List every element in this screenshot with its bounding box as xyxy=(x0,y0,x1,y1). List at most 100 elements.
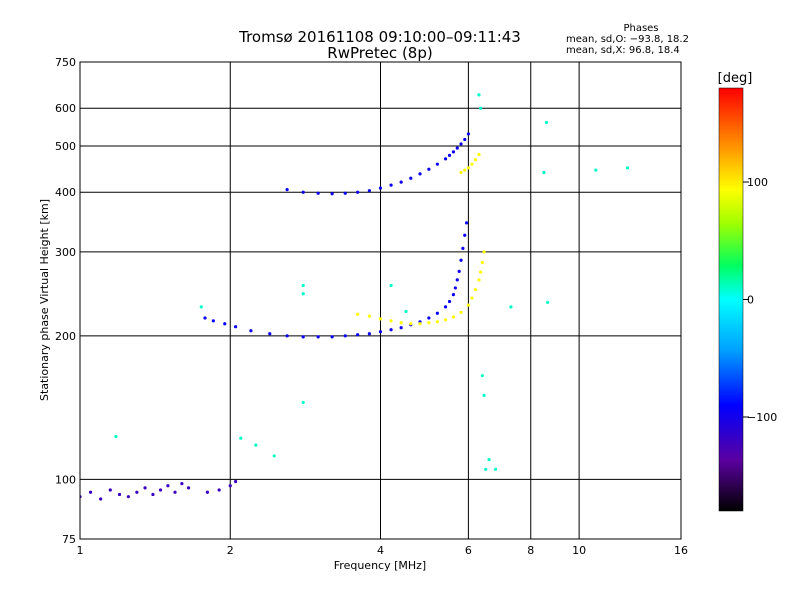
data-point xyxy=(205,490,210,494)
data-point xyxy=(479,106,483,110)
data-point xyxy=(447,299,452,304)
data-point xyxy=(378,330,383,334)
colorbar xyxy=(719,88,743,511)
data-point xyxy=(356,190,360,194)
data-point xyxy=(473,158,478,162)
data-point xyxy=(285,188,289,192)
data-point xyxy=(443,157,448,161)
data-point xyxy=(461,246,465,250)
data-point xyxy=(151,492,155,497)
data-point xyxy=(418,172,422,176)
colorbar-tick-label: 0 xyxy=(747,294,754,307)
x-tick-label: 4 xyxy=(377,544,384,557)
data-point xyxy=(477,93,481,97)
data-point xyxy=(301,283,305,288)
data-point xyxy=(487,458,491,462)
data-point xyxy=(367,332,371,336)
x-tick-label: 6 xyxy=(465,544,472,557)
data-point xyxy=(493,467,498,471)
data-point xyxy=(234,325,238,329)
y-tick-label: 750 xyxy=(55,56,76,69)
data-point xyxy=(463,137,467,142)
data-point xyxy=(272,454,276,458)
data-point xyxy=(301,335,305,339)
y-axis-ticks: 75 100 200 300 400 500 600 750 xyxy=(55,56,76,546)
phase-mean-x: mean, sd,X: 96.8, 18.4 xyxy=(566,45,680,56)
data-point xyxy=(435,311,439,315)
data-point xyxy=(367,314,371,318)
data-points xyxy=(80,93,630,501)
grid-lines xyxy=(80,62,681,539)
data-point xyxy=(404,309,408,314)
data-point xyxy=(477,152,481,157)
data-point xyxy=(451,293,456,297)
data-point xyxy=(343,191,347,195)
data-point xyxy=(473,287,478,292)
data-point xyxy=(463,168,467,172)
data-point xyxy=(546,300,550,305)
data-point xyxy=(223,322,227,326)
data-point xyxy=(409,322,413,326)
data-point xyxy=(228,484,232,488)
x-tick-label: 2 xyxy=(227,544,234,557)
data-point xyxy=(301,190,305,194)
y-tick-label: 600 xyxy=(55,102,76,115)
data-point xyxy=(455,278,459,282)
data-point xyxy=(389,283,393,288)
y-tick-label: 100 xyxy=(55,473,76,486)
data-point xyxy=(443,305,448,309)
data-point xyxy=(378,317,383,321)
y-tick-label: 200 xyxy=(55,330,76,343)
data-point xyxy=(234,479,238,484)
data-point xyxy=(399,321,403,325)
data-point xyxy=(463,233,467,237)
data-point xyxy=(343,334,347,338)
data-point xyxy=(268,332,272,336)
data-point xyxy=(418,322,422,326)
data-point xyxy=(453,286,457,290)
data-point xyxy=(509,305,513,309)
data-point xyxy=(435,320,439,324)
data-point xyxy=(88,490,93,494)
data-point xyxy=(99,497,103,501)
data-point xyxy=(480,260,484,265)
data-point xyxy=(186,486,191,490)
data-point xyxy=(143,486,147,490)
data-point xyxy=(409,176,413,180)
data-point xyxy=(399,326,403,330)
phase-mean-o: mean, sd,O: −93.8, 18.2 xyxy=(566,34,689,45)
data-point xyxy=(173,490,177,494)
data-point xyxy=(180,481,184,486)
data-point xyxy=(625,166,630,170)
data-point xyxy=(459,310,463,314)
data-point xyxy=(484,467,488,471)
data-point xyxy=(466,303,470,307)
data-point xyxy=(443,318,448,322)
data-point xyxy=(301,400,305,405)
data-point xyxy=(389,183,393,187)
x-tick-label: 10 xyxy=(572,544,586,557)
x-tick-label: 8 xyxy=(527,544,534,557)
data-point xyxy=(447,153,452,157)
data-point xyxy=(158,488,163,492)
data-point xyxy=(378,186,383,190)
data-point xyxy=(470,162,474,166)
data-point xyxy=(464,221,469,225)
data-point xyxy=(544,120,549,125)
data-point xyxy=(477,278,481,282)
data-point xyxy=(316,335,320,339)
data-point xyxy=(451,150,456,154)
x-tick-label: 1 xyxy=(77,544,84,557)
data-point xyxy=(330,335,334,339)
data-point xyxy=(199,305,203,309)
colorbar-ticks: 100 0 −100 xyxy=(743,176,777,424)
data-point xyxy=(466,166,470,170)
data-point xyxy=(482,250,486,254)
data-point xyxy=(135,490,139,494)
data-point xyxy=(427,316,431,320)
plot-frame xyxy=(79,61,682,540)
data-point xyxy=(479,270,483,274)
data-point xyxy=(356,333,360,337)
data-point xyxy=(480,374,484,378)
colorbar-tick-label: −100 xyxy=(747,411,777,424)
